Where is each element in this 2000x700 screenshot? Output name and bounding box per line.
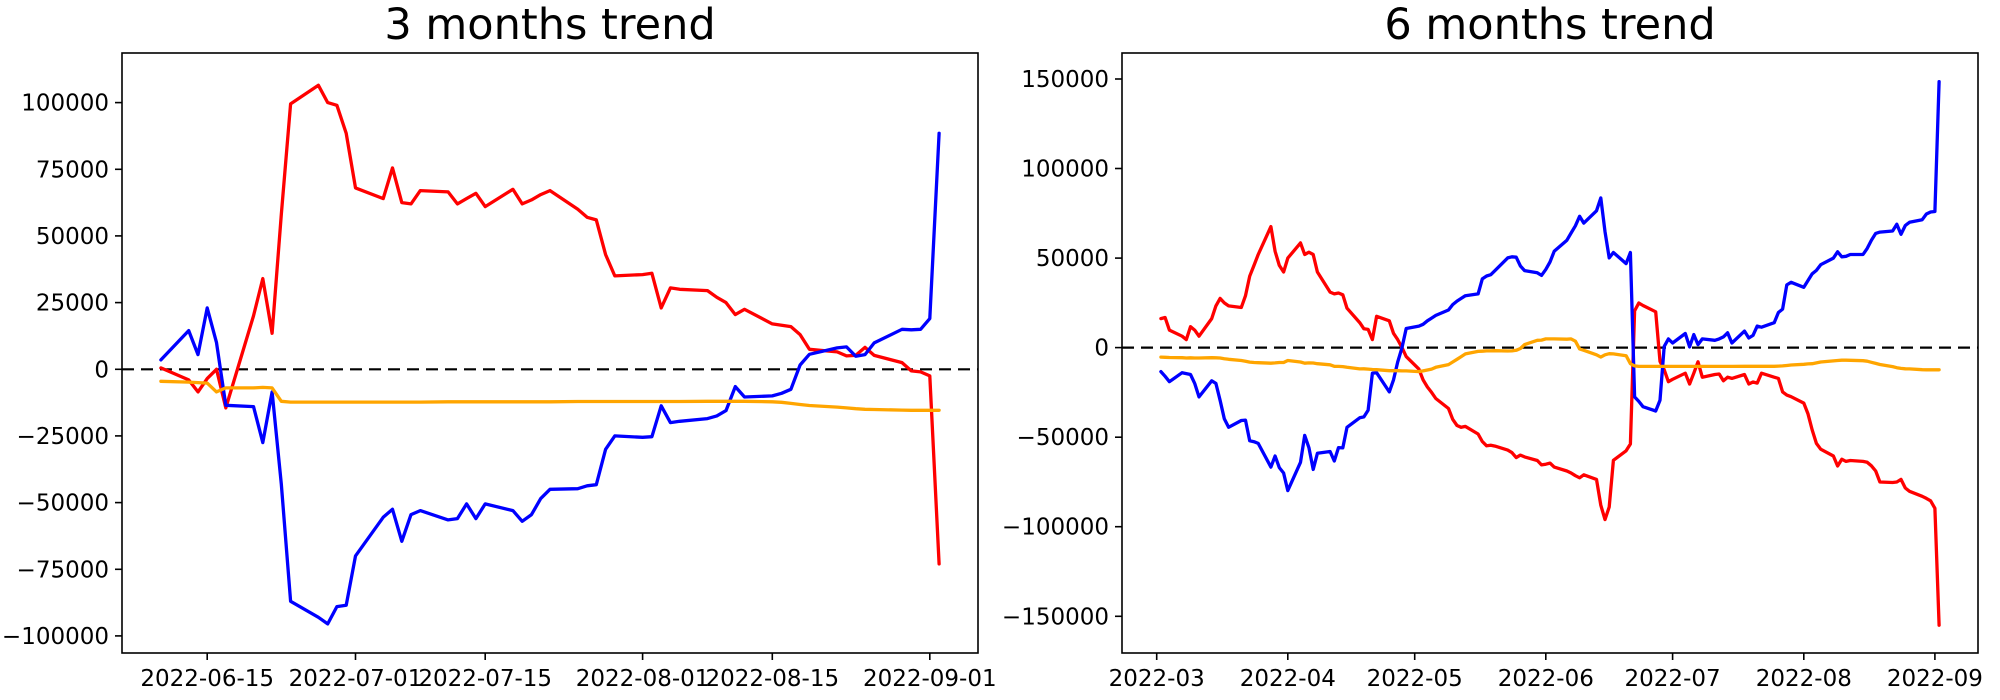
orange-series-line xyxy=(1159,337,1941,374)
y-tick-label: 0 xyxy=(1094,336,1109,362)
axes-frame xyxy=(121,52,979,654)
y-tick-label: −75000 xyxy=(17,557,109,583)
y-tick-label: 50000 xyxy=(36,224,109,250)
y-tick-label: 0 xyxy=(94,357,109,383)
x-tick-label: 2022-03 xyxy=(1109,666,1205,692)
y-tick-label: 100000 xyxy=(1021,157,1109,183)
y-tick-label: 50000 xyxy=(1036,246,1109,272)
y-tick-label: −100000 xyxy=(1002,515,1109,541)
x-tick-label: 2022-08-15 xyxy=(705,666,839,692)
y-tick-label: −150000 xyxy=(1002,604,1109,630)
y-tick-label: 100000 xyxy=(21,91,109,117)
y-tick-label: −100000 xyxy=(2,624,109,650)
red-series-line xyxy=(1159,224,1941,627)
plot-area-6-months: 150000 100000 50000 0 −50000 −100000 −150000 20… xyxy=(1002,52,1983,692)
chart-title-6-months: 6 months trend xyxy=(1384,0,1716,50)
x-tick-label: 2022-07-15 xyxy=(418,666,552,692)
blue-series-line xyxy=(1159,80,1941,493)
y-tick-label: −50000 xyxy=(1017,425,1109,451)
chart-3-months-trend: 3 months trend 100000 75000 50000 25000 0 −25… xyxy=(2,0,997,692)
chart-title-3-months: 3 months trend xyxy=(384,0,716,50)
x-tick-label: 2022-07-01 xyxy=(289,666,423,692)
chart-6-months-trend: 6 months trend 150000 100000 50000 0 −50000 −… xyxy=(1000,0,2000,700)
red-series-line xyxy=(159,83,941,566)
blue-series-line xyxy=(159,131,941,626)
x-tick-label: 2022-08 xyxy=(1756,666,1852,692)
y-tick-label: −50000 xyxy=(17,491,109,517)
y-tick-label: 25000 xyxy=(36,291,109,317)
y-tick-label: 150000 xyxy=(1021,67,1109,93)
x-tick-label: 2022-09-01 xyxy=(863,666,997,692)
x-tick-label: 2022-05 xyxy=(1367,666,1463,692)
x-tick-label: 2022-04 xyxy=(1240,666,1336,692)
y-tick-label: 75000 xyxy=(36,157,109,183)
x-tick-label: 2022-06 xyxy=(1498,666,1594,692)
x-tick-label: 2022-08-01 xyxy=(576,666,710,692)
x-tick-label: 2022-07 xyxy=(1625,666,1721,692)
x-tick-label: 2022-06-15 xyxy=(140,666,274,692)
plot-area-3-months: 100000 75000 50000 25000 0 −25000 −50000 −75000… xyxy=(2,52,997,692)
y-tick-label: −25000 xyxy=(17,424,109,450)
orange-series-line xyxy=(159,379,941,412)
x-tick-label: 2022-09 xyxy=(1887,666,1983,692)
axes-frame xyxy=(1121,52,1979,654)
